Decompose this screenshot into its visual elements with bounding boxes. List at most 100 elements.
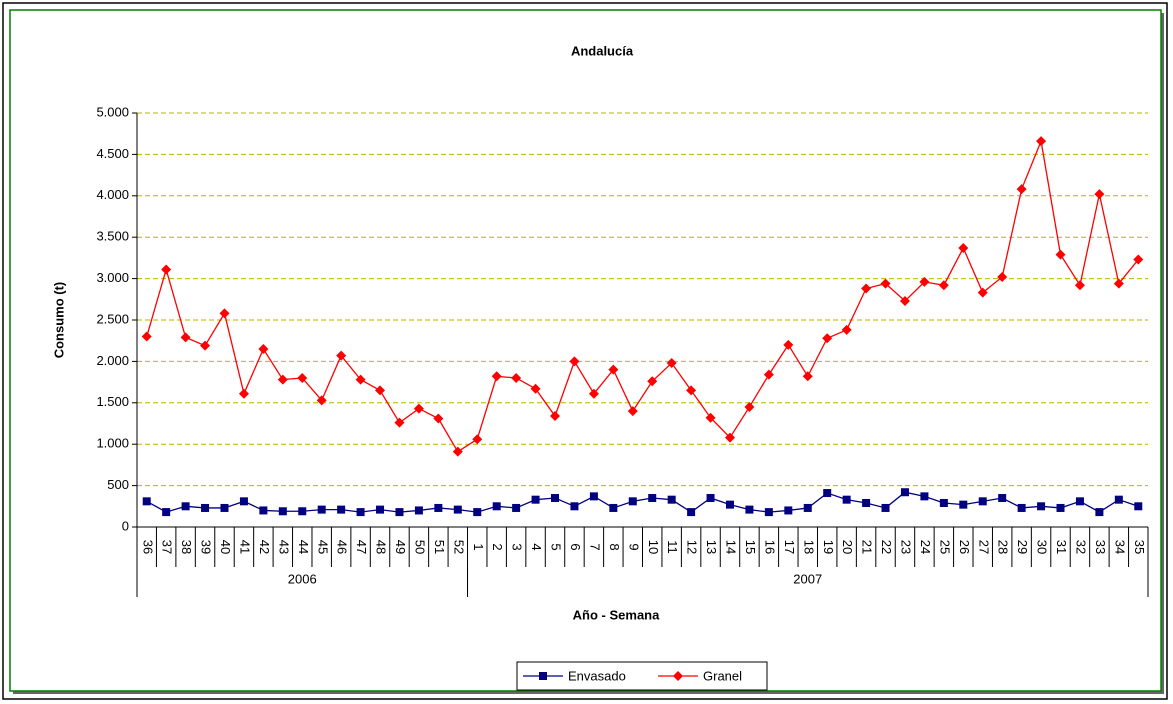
marker: [1036, 136, 1047, 147]
x-tick-label: 49: [393, 540, 408, 554]
marker: [823, 489, 832, 498]
marker: [491, 371, 502, 382]
marker: [666, 358, 677, 369]
marker: [1114, 495, 1123, 504]
marker: [201, 503, 210, 512]
marker: [142, 497, 151, 506]
marker: [492, 502, 501, 511]
marker: [763, 369, 774, 380]
x-tick-label: 38: [179, 540, 194, 554]
x-tick-label: 48: [374, 540, 389, 554]
marker: [939, 498, 948, 507]
marker: [219, 308, 230, 319]
x-tick-label: 30: [1035, 540, 1050, 554]
marker: [608, 364, 619, 375]
marker: [647, 376, 658, 387]
x-tick-label: 4: [529, 543, 544, 550]
marker: [162, 508, 171, 517]
marker: [589, 492, 598, 501]
marker: [434, 503, 443, 512]
x-tick-label: 2: [490, 543, 505, 550]
x-tick-label: 3: [510, 543, 525, 550]
marker: [297, 372, 308, 383]
marker: [958, 242, 969, 253]
marker: [842, 495, 851, 504]
marker: [784, 506, 793, 515]
y-tick-label: 1.000: [96, 436, 129, 451]
marker: [978, 497, 987, 506]
x-tick-label: 18: [801, 540, 816, 554]
marker: [1094, 189, 1105, 200]
marker: [881, 503, 890, 512]
x-tick-label: 19: [821, 540, 836, 554]
x-tick-label: 27: [976, 540, 991, 554]
group-label: 2007: [793, 571, 822, 586]
marker: [1074, 280, 1085, 291]
marker: [783, 339, 794, 350]
marker: [316, 395, 327, 406]
x-tick-label: 36: [140, 540, 155, 554]
marker: [394, 417, 405, 428]
x-tick-label: 8: [607, 543, 622, 550]
x-tick-label: 35: [1132, 540, 1147, 554]
x-tick-label: 22: [879, 540, 894, 554]
y-tick-label: 5.000: [96, 104, 129, 119]
x-tick-label: 16: [762, 540, 777, 554]
y-axis-title: Consumo (t): [51, 282, 66, 359]
marker: [673, 671, 683, 681]
x-tick-label: 45: [315, 540, 330, 554]
marker: [1133, 254, 1144, 265]
x-tick-label: 42: [257, 540, 272, 554]
marker: [1113, 278, 1124, 289]
marker: [627, 406, 638, 417]
marker: [356, 508, 365, 517]
marker: [259, 506, 268, 515]
marker: [1016, 184, 1027, 195]
marker: [511, 372, 522, 383]
marker: [764, 508, 773, 517]
marker: [473, 508, 482, 517]
y-tick-label: 2.500: [96, 311, 129, 326]
x-tick-label: 37: [160, 540, 175, 554]
marker: [551, 494, 560, 503]
marker: [1075, 497, 1084, 506]
chart-title: Andalucía: [571, 43, 634, 58]
x-axis-title: Año - Semana: [573, 607, 660, 622]
x-tick-label: 14: [724, 540, 739, 554]
x-tick-label: 21: [860, 540, 875, 554]
marker: [745, 505, 754, 514]
marker: [1037, 502, 1046, 511]
marker: [667, 495, 676, 504]
y-tick-label: 0: [122, 518, 129, 533]
marker: [161, 264, 172, 275]
marker: [258, 343, 269, 354]
marker: [588, 388, 599, 399]
x-tick-label: 44: [296, 540, 311, 554]
x-tick-label: 40: [218, 540, 233, 554]
x-tick-label: 34: [1112, 540, 1127, 554]
series-line: [146, 138, 1139, 453]
y-tick-label: 500: [107, 477, 129, 492]
marker: [841, 324, 852, 335]
marker: [1056, 503, 1065, 512]
x-tick-label: 5: [549, 543, 564, 550]
marker: [997, 271, 1008, 282]
marker: [200, 340, 211, 351]
marker: [1017, 503, 1026, 512]
x-tick-label: 32: [1074, 540, 1089, 554]
y-tick-label: 3.000: [96, 270, 129, 285]
y-tick-label: 1.500: [96, 394, 129, 409]
x-tick-label: 9: [626, 543, 641, 550]
x-tick-label: 1: [471, 543, 486, 550]
marker: [337, 505, 346, 514]
y-tick-label: 4.000: [96, 187, 129, 202]
marker: [570, 502, 579, 511]
x-tick-label: 43: [276, 540, 291, 554]
marker: [539, 672, 547, 680]
marker: [355, 374, 366, 385]
x-tick-label: 15: [743, 540, 758, 554]
x-tick-label: 41: [237, 540, 252, 554]
marker: [376, 505, 385, 514]
x-tick-label: 29: [1015, 540, 1030, 554]
marker: [648, 494, 657, 503]
